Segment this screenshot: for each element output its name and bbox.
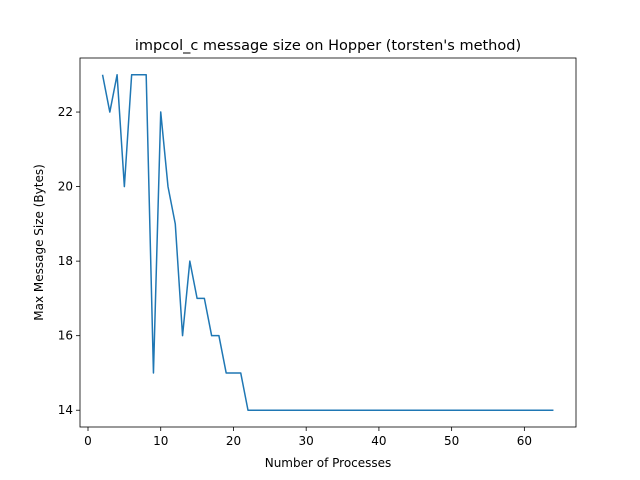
plot-frame — [79, 57, 577, 428]
chart-title: impcol_c message size on Hopper (torsten… — [135, 38, 521, 54]
x-tick-label: 30 — [299, 434, 314, 448]
x-axis-ticks: 0 10 20 30 40 50 60 — [84, 427, 532, 448]
x-tick-label: 40 — [371, 434, 386, 448]
plot-area — [80, 58, 576, 427]
x-tick-label: 10 — [153, 434, 168, 448]
x-tick-label: 0 — [84, 434, 92, 448]
series-line — [101, 74, 554, 411]
y-tick-label: 22 — [58, 105, 73, 119]
x-tick-label: 50 — [444, 434, 459, 448]
x-axis-label: Number of Processes — [265, 456, 392, 470]
y-axis-ticks: 14 16 18 20 22 — [58, 105, 80, 417]
x-tick-label: 60 — [517, 434, 532, 448]
y-axis-label: Max Message Size (Bytes) — [32, 164, 46, 321]
y-tick-label: 14 — [58, 403, 73, 417]
x-tick-label: 20 — [226, 434, 241, 448]
y-tick-label: 16 — [58, 329, 73, 343]
y-tick-label: 18 — [58, 254, 73, 268]
y-tick-label: 20 — [58, 180, 73, 194]
